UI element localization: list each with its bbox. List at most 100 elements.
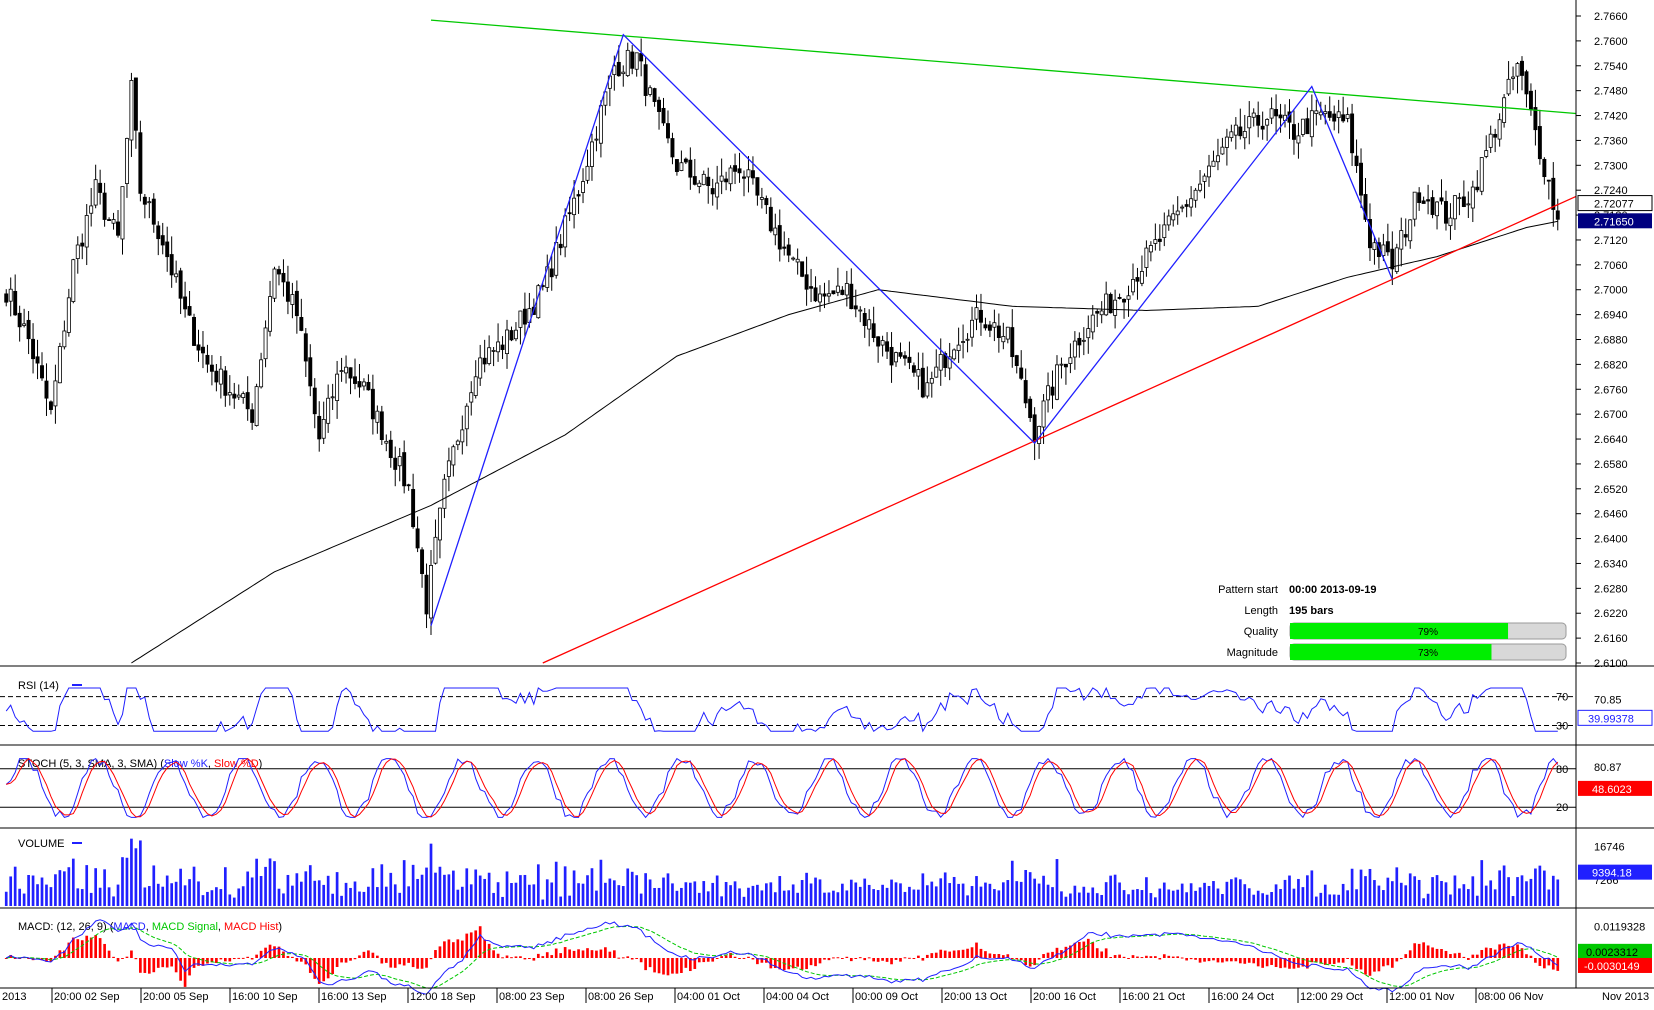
volume-bar xyxy=(993,889,996,906)
volume-bar xyxy=(1408,873,1412,906)
candle-body xyxy=(639,53,644,62)
volume-bar xyxy=(210,890,214,906)
macd-hist-bar xyxy=(657,958,661,974)
macd-hist-bar xyxy=(277,946,281,958)
candle-body xyxy=(630,51,635,69)
candle xyxy=(768,197,773,233)
volume-bar xyxy=(1556,879,1560,906)
volume-bar xyxy=(317,880,321,906)
candle-body xyxy=(1291,124,1296,140)
volume-bar xyxy=(367,886,370,906)
volume-bar xyxy=(1283,879,1287,906)
candle xyxy=(89,187,94,227)
candle-body xyxy=(710,188,715,195)
rsi-current-box xyxy=(1577,709,1653,726)
candle xyxy=(473,360,478,399)
candle-body xyxy=(183,296,188,310)
candle xyxy=(379,405,384,446)
macd-hist-bar xyxy=(827,958,831,961)
time-tick-label: 12:00 01 Nov xyxy=(1389,991,1455,1003)
candle xyxy=(1430,190,1435,219)
candle-body xyxy=(1068,357,1073,364)
candle-body xyxy=(1372,242,1377,250)
candle xyxy=(1090,305,1095,340)
candle xyxy=(1323,104,1328,125)
candle xyxy=(268,280,273,337)
macd-hist-bar xyxy=(702,958,706,963)
volume-bar xyxy=(188,879,191,906)
volume-bar xyxy=(313,880,317,906)
macd-hist-bar xyxy=(161,958,165,968)
candle xyxy=(1390,231,1395,286)
candle xyxy=(330,383,335,411)
candle xyxy=(205,344,210,373)
candle xyxy=(415,516,420,553)
macd-hist-bar xyxy=(1198,958,1202,963)
candle xyxy=(920,352,925,399)
volume-bar xyxy=(1001,882,1005,906)
volume-bar xyxy=(170,883,174,906)
candle-body xyxy=(201,346,205,354)
candle xyxy=(326,384,331,433)
macd-hist-bar xyxy=(688,958,692,972)
volume-bar xyxy=(1037,883,1041,906)
volume-title: VOLUME xyxy=(18,838,64,850)
candle xyxy=(397,447,402,482)
macd-hist-bar xyxy=(1077,941,1081,958)
candle-body xyxy=(165,241,170,258)
time-axis: 2013 20:00 02 Sep 20:00 05 Sep 16:00 10 Sep… xyxy=(2,988,1649,1003)
volume-bar xyxy=(1306,875,1309,906)
candle xyxy=(1019,350,1024,381)
macd-hist-bar xyxy=(872,958,876,962)
macd-hist-bar xyxy=(9,954,13,958)
macd-hist-bar xyxy=(1113,955,1117,958)
macd-hist-bar xyxy=(1256,958,1260,967)
candle-body xyxy=(746,169,751,178)
volume-bar xyxy=(1051,887,1054,906)
volume-bar xyxy=(63,871,66,906)
volume-bar xyxy=(295,873,299,906)
price-tick-label: 2.6880 xyxy=(1594,335,1628,347)
candle-body xyxy=(1435,201,1440,217)
candle-body xyxy=(8,288,13,302)
volume-bar xyxy=(1341,883,1345,906)
macd-hist-bar xyxy=(787,958,791,970)
candle xyxy=(196,329,201,362)
macd-hist-bar xyxy=(1556,958,1560,971)
volume-bar xyxy=(510,883,513,906)
candle-body xyxy=(1153,239,1158,244)
candle-body xyxy=(1520,60,1524,76)
macd-hist-bar xyxy=(765,958,768,963)
stoch-level-label: 80 xyxy=(1556,764,1568,776)
candle-body xyxy=(1448,217,1453,227)
candle-body xyxy=(57,346,62,384)
candle-body xyxy=(652,88,657,102)
volume-bar xyxy=(483,878,487,906)
candle xyxy=(625,42,630,78)
candle xyxy=(227,375,232,406)
macd-hist-bar xyxy=(192,958,196,968)
candle xyxy=(1041,394,1046,444)
macd-hist-bar xyxy=(890,958,893,965)
candle-body xyxy=(370,388,375,420)
candle-body xyxy=(1207,165,1211,178)
macd-hist-bar xyxy=(680,958,683,973)
macd-hist-bar xyxy=(773,958,777,969)
candle-body xyxy=(800,261,805,277)
candle xyxy=(1309,94,1314,147)
zigzag-line xyxy=(430,33,1393,626)
candle-body xyxy=(1010,327,1015,358)
macd-hist-bar xyxy=(1511,946,1515,958)
price-tick-label: 2.7120 xyxy=(1594,235,1628,247)
candle xyxy=(1135,267,1140,300)
macd-hist-bar xyxy=(1279,958,1282,969)
candle xyxy=(138,120,143,202)
candle-body xyxy=(768,206,773,232)
candle-body xyxy=(1175,210,1180,216)
candle-body xyxy=(509,330,514,341)
macd-hist-bar xyxy=(425,958,428,968)
volume-bar xyxy=(107,887,111,906)
candle-body xyxy=(804,274,809,290)
macd-hist-bar xyxy=(1373,958,1376,972)
candle xyxy=(1359,148,1363,209)
